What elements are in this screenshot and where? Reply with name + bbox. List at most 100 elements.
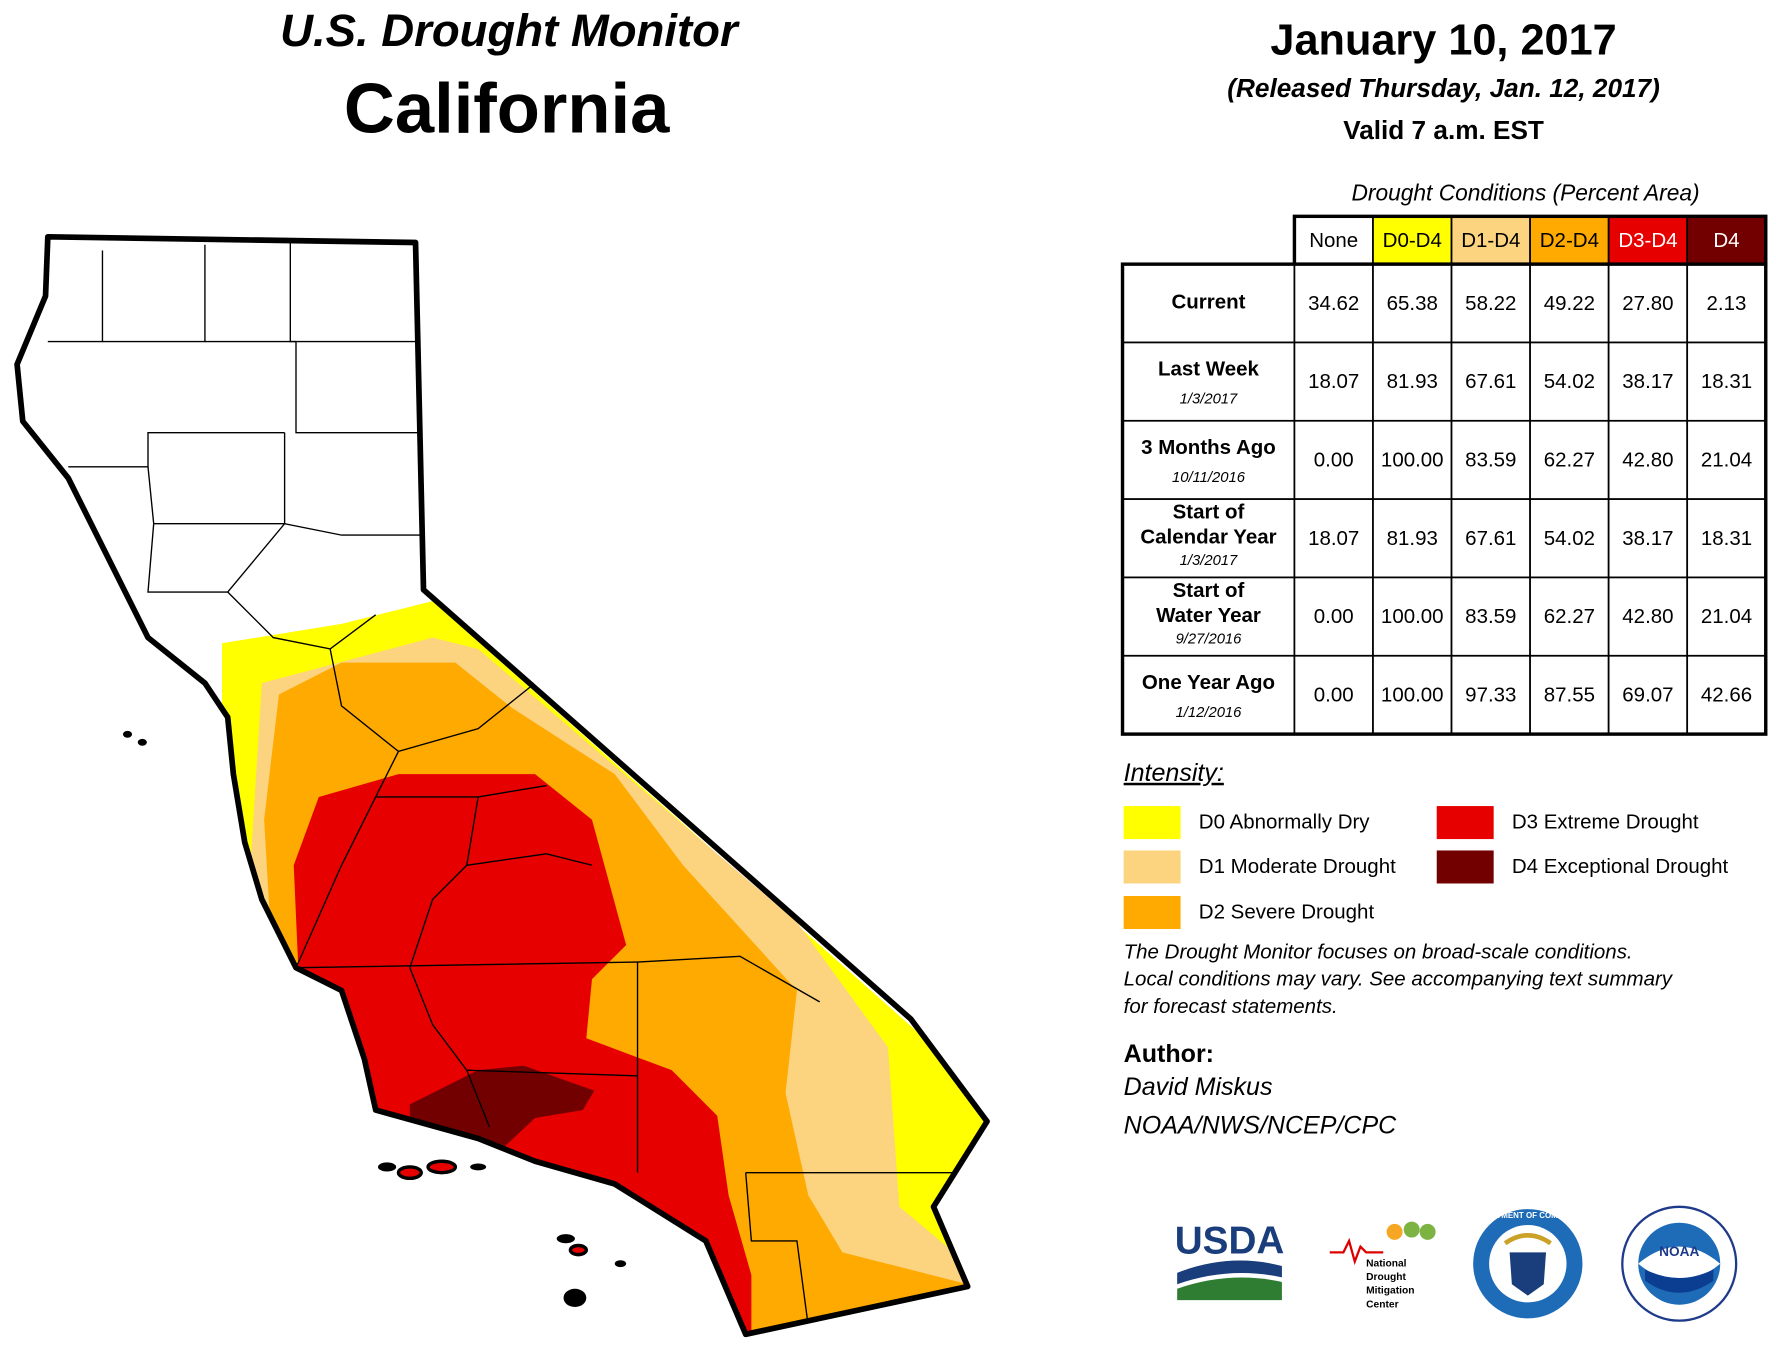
cell-value: 65.38 xyxy=(1387,292,1438,315)
row-date: 10/11/2016 xyxy=(1172,470,1246,486)
cell-value: 18.07 xyxy=(1308,370,1359,393)
ndmc-text: Center xyxy=(1366,1299,1398,1310)
cell-value: 18.31 xyxy=(1701,527,1752,550)
value-cell xyxy=(1450,654,1531,735)
value-cell xyxy=(1450,498,1531,579)
usda-text: USDA xyxy=(1175,1219,1285,1262)
cell-value: 21.04 xyxy=(1701,605,1752,628)
column-header: D1-D4 xyxy=(1461,229,1520,252)
cell-value: 67.61 xyxy=(1465,370,1516,393)
noaa-seal: NOAA xyxy=(1621,1205,1738,1322)
row-label: One Year Ago xyxy=(1142,671,1275,694)
value-cell xyxy=(1686,263,1767,344)
cell-value: 42.66 xyxy=(1701,683,1752,706)
row-label: Start of xyxy=(1173,501,1245,524)
column-header-cell xyxy=(1686,215,1767,266)
commerce-seal: DEPARTMENT OF COMMERCE xyxy=(1469,1209,1587,1319)
row-label: 3 Months Ago xyxy=(1141,436,1276,459)
cell-value: 42.80 xyxy=(1622,449,1673,472)
cell-value: 58.22 xyxy=(1465,292,1516,315)
title: U.S. Drought Monitor xyxy=(280,5,740,56)
cell-value: 0.00 xyxy=(1314,683,1354,706)
cell-value: 100.00 xyxy=(1381,683,1444,706)
row-date: 1/3/2017 xyxy=(1180,392,1238,408)
note-line: Local conditions may vary. See accompany… xyxy=(1124,968,1674,991)
value-cell xyxy=(1450,341,1531,422)
row-label-cell xyxy=(1121,654,1296,735)
value-cell xyxy=(1372,263,1453,344)
row-label-cell xyxy=(1121,341,1296,422)
cell-value: 42.80 xyxy=(1622,605,1673,628)
legend-title: Intensity: xyxy=(1124,759,1224,787)
drought-areas xyxy=(17,236,988,1335)
note-line: for forecast statements. xyxy=(1124,995,1338,1018)
cell-value: 54.02 xyxy=(1544,527,1595,550)
row-label: Water Year xyxy=(1156,604,1261,627)
value-cell xyxy=(1529,263,1610,344)
cell-value: 87.55 xyxy=(1544,683,1595,706)
column-header: D3-D4 xyxy=(1618,229,1677,252)
row-date: 1/3/2017 xyxy=(1180,553,1238,569)
cell-value: 18.31 xyxy=(1701,370,1752,393)
row-label-cell xyxy=(1121,576,1296,657)
legend-label: D0 Abnormally Dry xyxy=(1199,811,1371,834)
ndmc-text: National xyxy=(1366,1258,1407,1269)
legend-swatch xyxy=(1436,850,1494,884)
value-cell xyxy=(1293,263,1374,344)
cell-value: 0.00 xyxy=(1314,449,1354,472)
state-outline xyxy=(14,233,990,1338)
county-lines xyxy=(47,242,968,1327)
value-cell xyxy=(1607,341,1689,422)
cell-value: 34.62 xyxy=(1308,292,1359,315)
row-label: Current xyxy=(1171,291,1245,314)
row-label-cell xyxy=(1121,419,1296,500)
ndmc-logo: National Drought Mitigation Center xyxy=(1329,1221,1436,1310)
row-date: 9/27/2016 xyxy=(1176,631,1243,647)
author-name: David Miskus xyxy=(1124,1073,1273,1101)
ndmc-text: Mitigation xyxy=(1366,1286,1414,1297)
legend-label: D3 Extreme Drought xyxy=(1512,811,1699,834)
note: The Drought Monitor focuses on broad-sca… xyxy=(1124,940,1674,1018)
ndmc-text: Drought xyxy=(1366,1272,1406,1283)
author: Author: David Miskus NOAA/NWS/NCEP/CPC xyxy=(1124,1040,1398,1140)
value-cell xyxy=(1529,341,1610,422)
valid-time: Valid 7 a.m. EST xyxy=(1343,115,1544,145)
cell-value: 100.00 xyxy=(1381,449,1444,472)
cell-value: 67.61 xyxy=(1465,527,1516,550)
legend-label: D4 Exceptional Drought xyxy=(1512,855,1729,878)
cell-value: 54.02 xyxy=(1544,370,1595,393)
value-cell xyxy=(1293,654,1374,735)
legend-swatch xyxy=(1123,850,1181,884)
logos: USDA National Drought Mitigation Center … xyxy=(1175,1205,1738,1322)
value-cell xyxy=(1293,419,1374,500)
table-caption: Drought Conditions (Percent Area) xyxy=(1351,180,1699,206)
cell-value: 81.93 xyxy=(1387,370,1438,393)
cell-value: 81.93 xyxy=(1387,527,1438,550)
map-date: January 10, 2017 xyxy=(1270,17,1616,65)
cell-value: 27.80 xyxy=(1622,292,1673,315)
row-label: Start of xyxy=(1173,579,1245,602)
cell-value: 83.59 xyxy=(1465,605,1516,628)
value-cell xyxy=(1529,576,1610,657)
legend-swatch xyxy=(1436,806,1494,840)
value-cell xyxy=(1450,576,1531,657)
cell-value: 62.27 xyxy=(1544,449,1595,472)
legend-swatch xyxy=(1123,896,1181,930)
cell-value: 100.00 xyxy=(1381,605,1444,628)
author-org: NOAA/NWS/NCEP/CPC xyxy=(1124,1112,1398,1140)
row-label: Last Week xyxy=(1158,358,1260,381)
row-label-cell xyxy=(1121,263,1296,344)
cell-value: 18.07 xyxy=(1308,527,1359,550)
value-cell xyxy=(1529,654,1610,735)
cell-value: 38.17 xyxy=(1622,527,1673,550)
commerce-text: DEPARTMENT OF COMMERCE xyxy=(1469,1211,1586,1220)
cell-value: 69.07 xyxy=(1622,683,1673,706)
california-map xyxy=(14,233,990,1338)
cell-value: 97.33 xyxy=(1465,683,1516,706)
cell-value: 2.13 xyxy=(1707,292,1747,315)
d4-area xyxy=(409,1065,595,1150)
legend-label: D1 Moderate Drought xyxy=(1199,855,1396,878)
value-cell xyxy=(1529,419,1610,500)
